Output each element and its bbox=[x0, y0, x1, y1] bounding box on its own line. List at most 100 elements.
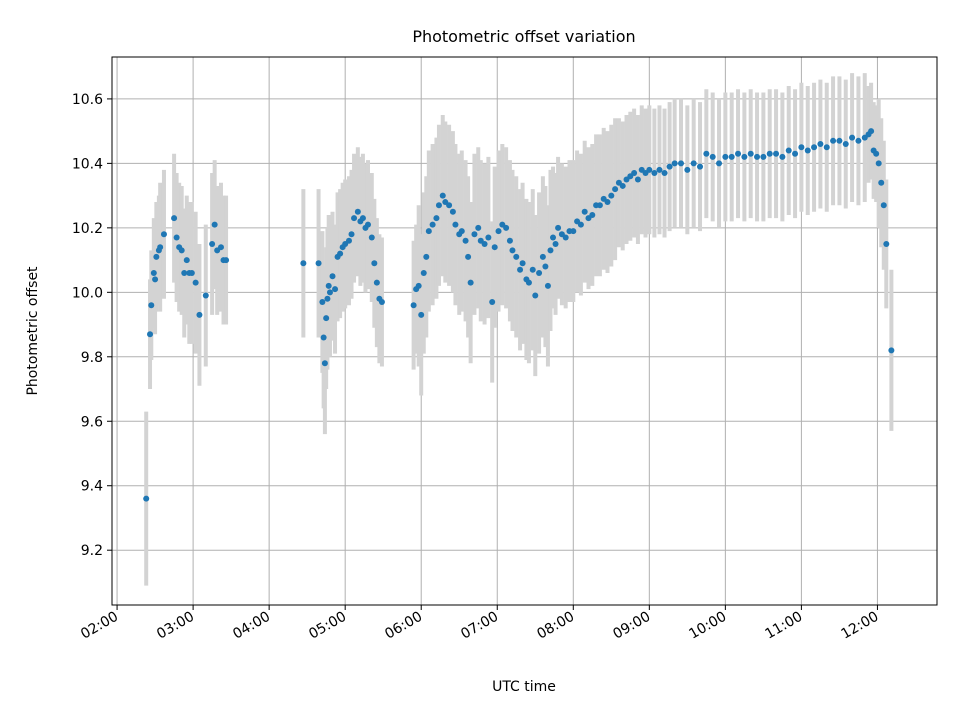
data-point bbox=[544, 282, 551, 289]
data-point bbox=[666, 163, 673, 170]
data-point bbox=[785, 147, 792, 154]
y-tick-label: 9.8 bbox=[81, 350, 103, 366]
data-point bbox=[577, 221, 584, 228]
data-point bbox=[345, 237, 352, 244]
data-point bbox=[529, 266, 536, 273]
data-point bbox=[371, 260, 378, 267]
y-tick-label: 9.6 bbox=[81, 414, 103, 430]
data-point bbox=[217, 244, 224, 251]
data-point bbox=[173, 234, 180, 241]
data-point bbox=[513, 253, 520, 260]
data-point bbox=[320, 334, 327, 341]
data-point bbox=[150, 269, 157, 276]
data-point bbox=[211, 221, 218, 228]
data-point bbox=[550, 234, 557, 241]
data-point bbox=[337, 250, 344, 257]
data-point bbox=[324, 295, 331, 302]
data-point bbox=[465, 253, 472, 260]
data-point bbox=[792, 150, 799, 157]
data-point bbox=[555, 224, 562, 231]
data-point bbox=[656, 166, 663, 173]
data-point bbox=[836, 137, 843, 144]
data-point bbox=[425, 228, 432, 235]
data-point bbox=[321, 360, 328, 367]
data-point bbox=[684, 166, 691, 173]
data-point bbox=[439, 192, 446, 199]
data-point bbox=[467, 279, 474, 286]
data-point bbox=[485, 234, 492, 241]
data-point bbox=[883, 240, 890, 247]
data-point bbox=[709, 153, 716, 160]
data-point bbox=[754, 153, 761, 160]
data-point bbox=[415, 282, 422, 289]
y-tick-label: 9.2 bbox=[81, 543, 103, 559]
data-point bbox=[325, 282, 332, 289]
data-point bbox=[517, 266, 524, 273]
data-point bbox=[855, 137, 862, 144]
data-point bbox=[849, 134, 856, 141]
data-point bbox=[378, 298, 385, 305]
data-point bbox=[462, 237, 469, 244]
data-point bbox=[326, 289, 333, 296]
data-point bbox=[183, 257, 190, 264]
data-point bbox=[202, 292, 209, 299]
y-tick-label: 10.6 bbox=[72, 92, 103, 108]
data-point bbox=[458, 228, 465, 235]
data-point bbox=[646, 166, 653, 173]
data-point bbox=[323, 315, 330, 322]
data-point bbox=[481, 240, 488, 247]
y-tick-label: 9.4 bbox=[81, 479, 103, 495]
data-point bbox=[880, 202, 887, 209]
data-point bbox=[536, 269, 543, 276]
data-point bbox=[830, 137, 837, 144]
data-point bbox=[697, 163, 704, 170]
data-point bbox=[552, 240, 559, 247]
data-point bbox=[589, 211, 596, 218]
data-point bbox=[452, 221, 459, 228]
data-point bbox=[329, 273, 336, 280]
data-point bbox=[300, 260, 307, 267]
data-point bbox=[823, 144, 830, 151]
data-point bbox=[449, 208, 456, 215]
data-point bbox=[722, 153, 729, 160]
data-point bbox=[188, 269, 195, 276]
data-point bbox=[878, 179, 885, 186]
data-point bbox=[716, 160, 723, 167]
data-point bbox=[525, 279, 532, 286]
data-point bbox=[171, 215, 178, 222]
data-point bbox=[817, 141, 824, 148]
data-point bbox=[604, 199, 611, 206]
data-point bbox=[519, 260, 526, 267]
data-point bbox=[509, 247, 516, 254]
data-point bbox=[471, 231, 478, 238]
data-point bbox=[152, 276, 159, 283]
data-point bbox=[429, 221, 436, 228]
data-point bbox=[433, 215, 440, 222]
data-point bbox=[651, 170, 658, 177]
data-point bbox=[728, 153, 735, 160]
data-point bbox=[503, 224, 510, 231]
data-point bbox=[147, 331, 154, 338]
y-tick-label: 10.4 bbox=[72, 156, 103, 172]
chart-title: Photometric offset variation bbox=[412, 27, 635, 46]
data-point bbox=[875, 160, 882, 167]
data-point bbox=[608, 192, 615, 199]
data-point bbox=[315, 260, 322, 267]
data-point bbox=[157, 244, 164, 251]
data-points bbox=[143, 128, 895, 502]
data-point bbox=[368, 234, 375, 241]
data-point bbox=[475, 224, 482, 231]
data-point bbox=[811, 144, 818, 151]
data-point bbox=[619, 182, 626, 189]
data-point bbox=[703, 150, 710, 157]
data-point bbox=[489, 298, 496, 305]
data-point bbox=[773, 150, 780, 157]
data-point bbox=[671, 160, 678, 167]
data-point bbox=[209, 240, 216, 247]
data-point bbox=[148, 302, 155, 309]
plot-frame bbox=[111, 56, 938, 606]
data-point bbox=[420, 269, 427, 276]
y-tick-label: 10.0 bbox=[72, 285, 103, 301]
data-point bbox=[612, 186, 619, 193]
